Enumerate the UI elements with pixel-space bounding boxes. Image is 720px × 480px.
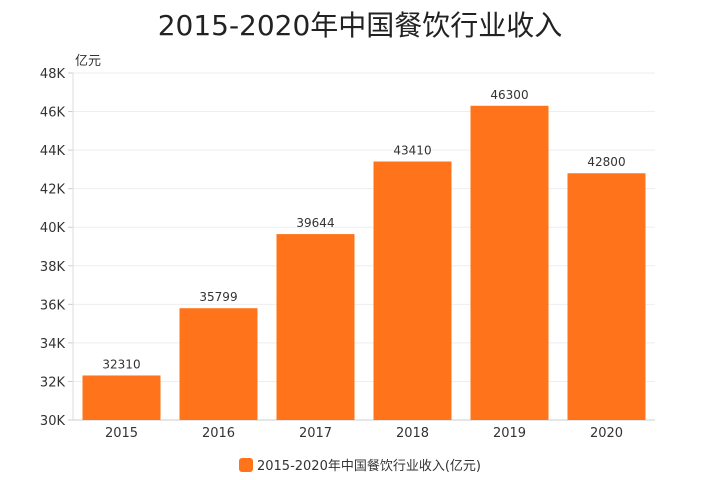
x-tick-label: 2015	[105, 426, 138, 441]
bar	[179, 308, 258, 420]
bar	[470, 105, 549, 421]
data-label: 42800	[587, 155, 625, 169]
legend-label: 2015-2020年中国餐饮行业收入(亿元)	[256, 459, 481, 474]
bar	[82, 375, 161, 420]
x-tick-label: 2018	[396, 426, 429, 441]
y-tick-label: 36K	[40, 298, 66, 313]
y-tick-label: 30K	[40, 414, 66, 429]
legend[interactable]: 2015-2020年中国餐饮行业收入(亿元)	[0, 455, 720, 474]
y-tick-label: 46K	[40, 106, 66, 121]
y-tick-label: 40K	[40, 221, 66, 236]
chart-title: 2015-2020年中国餐饮行业收入	[157, 9, 563, 42]
x-tick-label: 2020	[590, 426, 623, 441]
y-tick-label: 42K	[40, 183, 66, 198]
y-axis-title: 亿元	[75, 54, 101, 69]
y-tick-label: 48K	[40, 67, 66, 82]
y-tick-label: 44K	[40, 144, 66, 159]
x-tick-label: 2019	[493, 426, 526, 441]
data-label: 43410	[393, 143, 431, 157]
data-label: 35799	[199, 290, 237, 304]
x-tick-label: 2017	[299, 426, 332, 441]
y-tick-label: 38K	[40, 260, 66, 275]
data-label: 39644	[296, 216, 334, 230]
y-tick-label: 34K	[40, 337, 66, 352]
legend-swatch	[238, 458, 253, 472]
data-label: 32310	[102, 357, 140, 371]
x-tick-label: 2016	[202, 426, 235, 441]
bar	[276, 234, 355, 420]
data-label: 46300	[490, 88, 528, 102]
bar	[373, 161, 452, 421]
y-tick-label: 32K	[40, 375, 66, 390]
bar	[567, 173, 646, 420]
